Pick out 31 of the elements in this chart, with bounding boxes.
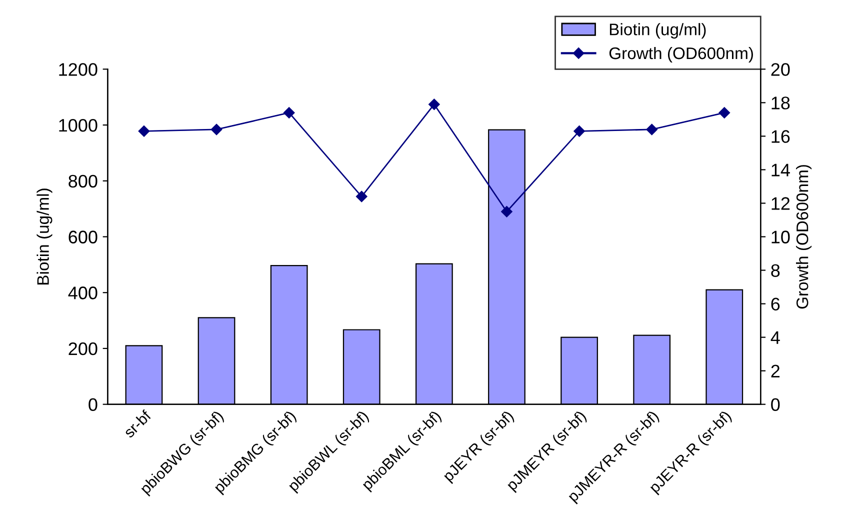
y-tick-label: 1000	[59, 118, 98, 132]
y-tick-label: 0	[88, 398, 98, 412]
point	[501, 206, 512, 218]
y2-tick-label: 4	[770, 331, 780, 344]
y2-tick-label: 0	[771, 398, 780, 412]
y-tick-label: 800	[68, 174, 98, 188]
y-tick-label: 1200	[59, 63, 98, 76]
y2-tick-label: 12	[772, 197, 790, 210]
point	[428, 98, 440, 110]
point	[574, 126, 585, 137]
point	[283, 107, 295, 118]
y2-tick-label: 8	[771, 264, 780, 277]
y-tick-label: 200	[68, 342, 98, 356]
y-tick-label: 400	[68, 286, 98, 300]
y2-tick-label: 18	[772, 96, 790, 110]
y2-tick-label: 16	[772, 130, 790, 143]
y-tick-label: 600	[68, 230, 98, 244]
y2-axis-title: Growth (OD600nm)	[796, 165, 812, 309]
point	[718, 107, 730, 118]
point	[138, 126, 150, 137]
y-axis-title: Biotin (ug/ml)	[36, 188, 52, 284]
y2-tick-label: 14	[772, 164, 790, 176]
point	[356, 190, 368, 202]
point	[646, 124, 658, 136]
point	[210, 124, 222, 136]
y2-tick-label: 6	[771, 298, 780, 310]
y2-tick-label: 10	[772, 230, 790, 244]
y2-tick-label: 20	[771, 63, 790, 76]
legend-label: Biotin (ug/ml)	[610, 23, 706, 39]
y2-tick-label: 2	[771, 364, 780, 378]
legend-label: Growth (OD600nm)	[609, 46, 753, 62]
